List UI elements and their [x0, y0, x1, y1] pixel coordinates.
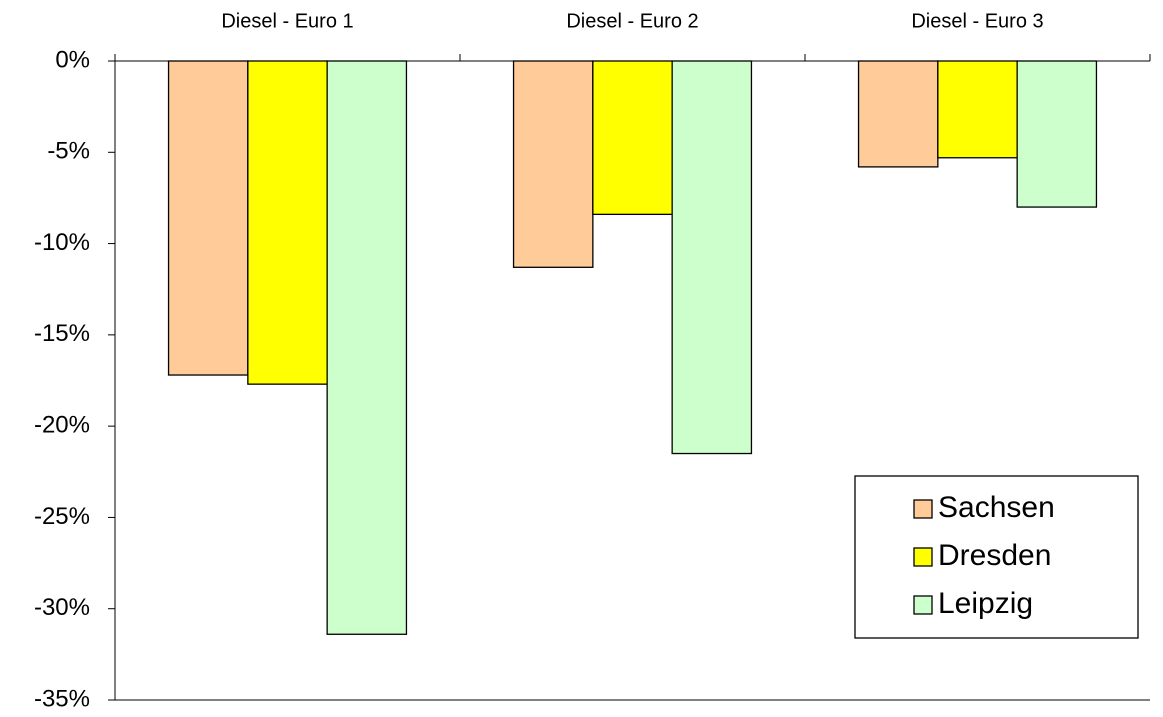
legend-swatch [913, 499, 933, 519]
bar [592, 60, 673, 216]
y-tick-label: -20% [34, 411, 90, 438]
x-tick-label: Diesel - Euro 3 [911, 10, 1043, 32]
legend-label: Sachsen [938, 491, 1055, 524]
bar [857, 60, 939, 168]
bar [937, 60, 1018, 159]
bar [167, 60, 249, 376]
y-tick-label: -30% [34, 594, 90, 621]
bar [1016, 60, 1098, 208]
legend-swatch [913, 595, 933, 615]
x-tick-label: Diesel - Euro 1 [221, 10, 353, 32]
legend-swatch [913, 547, 933, 567]
legend-label: Dresden [938, 539, 1051, 572]
y-tick-label: -10% [34, 229, 90, 256]
legend-label: Leipzig [938, 587, 1033, 620]
y-tick-label: -15% [34, 320, 90, 347]
y-tick-label: -5% [47, 138, 90, 165]
bar [247, 60, 328, 385]
x-tick-label: Diesel - Euro 2 [566, 10, 698, 32]
legend-box [854, 475, 1139, 639]
y-tick-label: -25% [34, 503, 90, 530]
bar [512, 60, 594, 268]
y-tick-label: -35% [34, 685, 90, 712]
bar [671, 60, 753, 455]
y-tick-label: 0% [55, 46, 90, 73]
bar [326, 60, 408, 635]
